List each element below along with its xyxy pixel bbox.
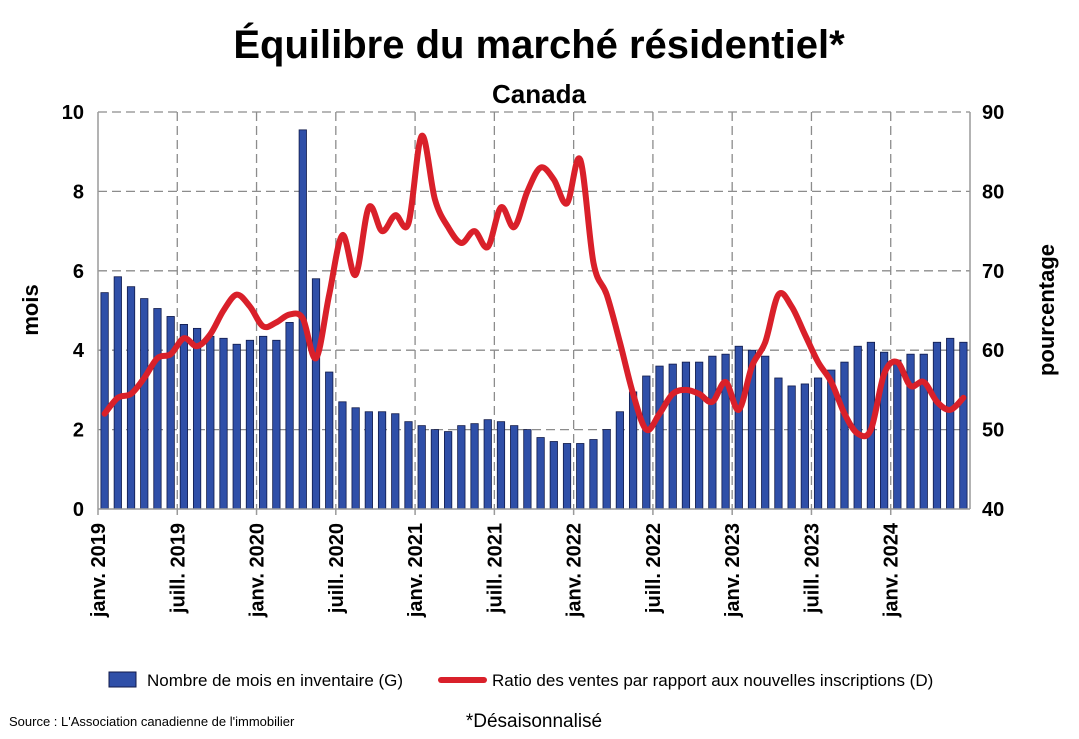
inventory-bar — [496, 421, 506, 510]
inventory-bar — [179, 323, 188, 510]
footnote: *Désaisonnalisé — [466, 711, 602, 732]
x-tick-label: juill. 2023 — [802, 523, 824, 614]
legend-line-label: Ratio des ventes par rapport aux nouvell… — [492, 671, 933, 690]
inventory-bar — [272, 339, 281, 510]
y-tick-right-label: 40 — [982, 499, 1004, 521]
inventory-bar — [113, 276, 122, 510]
inventory-bar — [695, 361, 704, 510]
legend-bar-label: Nombre de mois en inventaire (G) — [147, 671, 403, 690]
inventory-bar — [391, 413, 400, 510]
x-tick-label: janv. 2019 — [88, 523, 110, 618]
source-note: Source : L'Association canadienne de l'i… — [9, 714, 295, 729]
inventory-bar — [311, 278, 321, 510]
inventory-bar — [840, 361, 849, 510]
inventory-bar — [338, 401, 347, 510]
inventory-bar — [615, 411, 624, 510]
inventory-bar — [602, 429, 611, 510]
y-tick-right-label: 80 — [982, 181, 1004, 203]
inventory-bar — [351, 407, 360, 510]
inventory-bar — [417, 425, 426, 510]
x-tick-label: juill. 2021 — [484, 523, 506, 614]
ratio-line — [101, 132, 967, 440]
inventory-bar — [444, 431, 453, 510]
inventory-bar — [457, 425, 466, 510]
inventory-bar — [100, 292, 109, 510]
inventory-bar — [232, 343, 241, 510]
inventory-bar — [153, 308, 162, 510]
inventory-bar — [325, 371, 334, 510]
inventory-bar — [245, 339, 255, 510]
x-tick-label: juill. 2022 — [643, 523, 665, 614]
inventory-bar — [536, 437, 545, 510]
inventory-bar — [774, 377, 783, 510]
y-tick-right-label: 50 — [982, 420, 1004, 442]
inventory-bar — [219, 337, 228, 510]
inventory-bar — [761, 355, 770, 510]
x-tick-label: janv. 2020 — [247, 523, 269, 618]
x-axis-ticks: janv. 2019 juill. 2019 janv. 2020 juill. 20… — [88, 509, 903, 618]
inventory-bar — [576, 443, 585, 510]
chart-title: Équilibre du marché résidentiel* — [233, 22, 845, 67]
y-tick-left-label: 6 — [73, 261, 84, 283]
inventory-bar — [655, 365, 664, 510]
inventory-bar — [285, 322, 294, 510]
y-tick-left-label: 2 — [73, 420, 84, 442]
inventory-bar — [470, 423, 479, 510]
chart-subtitle: Canada — [492, 79, 586, 109]
inventory-bar — [668, 363, 677, 510]
legend: Nombre de mois en inventaire (G) Ratio d… — [108, 671, 933, 690]
y-tick-left-label: 0 — [73, 499, 84, 521]
inventory-bar — [562, 443, 572, 510]
inventory-bar — [523, 429, 532, 510]
inventory-bar — [893, 359, 902, 510]
inventory-bar — [140, 298, 149, 510]
y-tick-right-label: 60 — [982, 340, 1004, 362]
inventory-bar — [166, 316, 175, 510]
y-axis-right-label: pourcentage — [1034, 244, 1059, 376]
inventory-bar — [510, 425, 519, 510]
y-tick-left-label: 8 — [73, 181, 84, 203]
y-tick-right-label: 70 — [982, 261, 1004, 283]
inventory-bar — [787, 385, 796, 510]
y-tick-right-label: 90 — [982, 102, 1004, 124]
legend-bar-swatch — [108, 671, 137, 688]
inventory-bar — [589, 439, 598, 510]
inventory-bar — [681, 361, 691, 510]
inventory-bar — [813, 377, 823, 510]
inventory-bar — [959, 341, 968, 510]
inventory-bar — [642, 375, 651, 510]
inventory-bar — [430, 429, 440, 510]
inventory-bar — [919, 353, 928, 510]
plot-frame — [97, 112, 971, 510]
inventory-bar — [708, 355, 717, 510]
inventory-bar — [364, 411, 373, 510]
inventory-bar — [549, 441, 558, 510]
inventory-bar — [734, 345, 743, 510]
inventory-bar — [259, 335, 268, 510]
x-tick-label: janv. 2022 — [564, 523, 586, 618]
x-tick-label: juill. 2020 — [326, 523, 348, 614]
gridlines — [98, 111, 970, 509]
x-tick-label: janv. 2024 — [881, 522, 903, 618]
inventory-bar — [800, 383, 809, 510]
x-tick-label: janv. 2023 — [722, 523, 744, 618]
inventory-bars — [100, 129, 968, 510]
y-axis-left-label: mois — [18, 284, 43, 335]
y-tick-left-label: 10 — [62, 102, 84, 124]
inventory-bar — [483, 419, 492, 510]
y-axis-right-ticks: 40 50 60 70 80 90 — [982, 102, 1004, 521]
inventory-bar — [721, 353, 730, 510]
inventory-bar — [946, 337, 955, 510]
inventory-bar — [932, 341, 942, 510]
inventory-bar — [206, 335, 215, 510]
y-tick-left-label: 4 — [73, 340, 85, 362]
inventory-bar — [377, 411, 387, 510]
x-tick-label: janv. 2021 — [405, 523, 427, 618]
y-axis-left-ticks: 0 2 4 6 8 10 — [62, 102, 85, 521]
x-tick-label: juill. 2019 — [167, 523, 189, 614]
inventory-bar — [404, 421, 413, 510]
inventory-bar — [192, 327, 202, 510]
